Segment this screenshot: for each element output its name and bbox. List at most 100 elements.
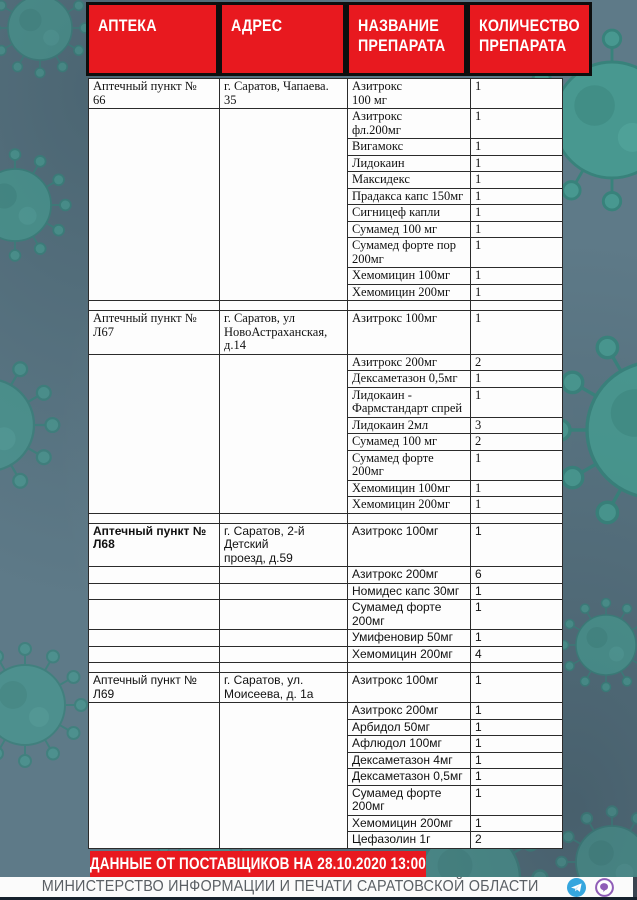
pharmacy-cell-empty xyxy=(88,702,220,849)
pharmacy-cell-empty xyxy=(88,645,220,663)
pharmacy-cell: Аптечный пункт № 66 xyxy=(88,78,220,109)
drug-qty-cell: 1 xyxy=(470,768,563,786)
drug-name-cell: Максидекс xyxy=(347,171,471,189)
drug-row: Аптечный пункт № Л68 г. Саратов, 2-й Детс… xyxy=(88,522,563,567)
drug-name-cell: Дексаметазон 0,5мг xyxy=(347,370,471,388)
drug-name-cell: Хемомицин 100мг xyxy=(347,267,471,285)
drug-name-cell: Арбидол 50мг xyxy=(347,718,471,736)
drug-name-cell: Дексаметазон 0,5мг xyxy=(347,768,471,786)
data-banner-text: ДАННЫЕ ОТ ПОСТАВЩИКОВ НА 28.10.2020 13:0… xyxy=(89,854,427,873)
drug-name-cell: Дексаметазон 4мг xyxy=(347,751,471,769)
pharmacy-cell-empty xyxy=(88,108,220,301)
drug-qty-cell: 2 xyxy=(470,353,563,371)
drug-row: Сумамед форте 200мг 1 xyxy=(89,449,563,481)
drug-name-cell: Хемомицин 200мг xyxy=(347,814,471,832)
drug-qty-cell: 1 xyxy=(470,814,563,832)
drug-qty-cell: 2 xyxy=(470,433,563,451)
drug-qty-cell: 1 xyxy=(470,522,563,567)
drug-name-cell: Цефазолин 1г xyxy=(347,831,471,849)
drug-row: Хемомицин 200мг 4 xyxy=(88,645,563,663)
section-separator-row xyxy=(88,662,563,673)
drug-qty-cell: 6 xyxy=(470,566,563,584)
separator-cell xyxy=(219,512,348,524)
header-cell-quantity: КОЛИЧЕСТВО ПРЕПАРАТА xyxy=(467,2,592,76)
separator-cell xyxy=(88,300,220,311)
separator-cell xyxy=(88,662,220,673)
separator-cell xyxy=(470,300,563,311)
separator-cell xyxy=(219,300,348,311)
drug-qty-cell: 1 xyxy=(470,138,563,156)
ministry-bar: МИНИСТЕРСТВО ИНФОРМАЦИИ И ПЕЧАТИ САРАТОВ… xyxy=(0,877,637,897)
section-separator-row xyxy=(88,512,563,524)
drug-name-cell: Азитрокс 100мг xyxy=(347,310,471,355)
address-cell: г. Саратов, 2-й Детский проезд, д.59 xyxy=(219,522,348,567)
drug-qty-cell: 1 xyxy=(470,237,563,268)
drug-qty-cell: 1 xyxy=(470,599,563,630)
drug-row: Хемомицин 200мг 1 xyxy=(89,496,563,514)
header-cell-pharmacy: АПТЕКА xyxy=(86,2,219,76)
drug-name-cell: Лидокаин 2мл xyxy=(347,416,471,434)
separator-cell xyxy=(347,300,471,311)
drug-name-cell: Хемомицин 100мг xyxy=(347,479,471,497)
section-separator-row xyxy=(88,300,563,311)
address-cell-empty xyxy=(219,702,348,849)
drug-name-cell: Азитрокс 100мг xyxy=(347,672,471,703)
drug-row: Аптечный пункт № Л67 г. Саратов, ул НовоА… xyxy=(88,310,563,355)
pharmacy-cell: Аптечный пункт № Л68 xyxy=(88,522,220,567)
separator-cell xyxy=(347,512,471,524)
separator-cell xyxy=(88,512,220,524)
drug-qty-cell: 1 xyxy=(470,187,563,205)
drug-name-cell: Хемомицин 200мг xyxy=(347,645,471,663)
drug-name-cell: Сумамед форте 200мг xyxy=(347,599,471,630)
drug-row: Прадакса капс 150мг 1 xyxy=(89,187,563,205)
drug-name-cell: Сигницеф капли xyxy=(347,204,471,222)
drug-qty-cell: 1 xyxy=(470,582,563,600)
drug-table: Аптечный пункт № 66 г. Саратов, Чапаева. … xyxy=(88,78,563,849)
telegram-icon[interactable] xyxy=(566,877,586,897)
viber-icon[interactable] xyxy=(594,877,614,897)
drug-row: Номидес капс 30мг 1 xyxy=(88,582,563,600)
header-label: АПТЕКА xyxy=(98,16,157,35)
drug-name-cell: Азитрокс 100мг xyxy=(347,522,471,567)
drug-row: Умифеновир 50мг 1 xyxy=(88,629,563,647)
drug-row: Сумамед форте 200мг 1 xyxy=(88,599,563,630)
drug-qty-cell: 4 xyxy=(470,645,563,663)
address-cell-empty xyxy=(219,599,348,630)
drug-qty-cell: 1 xyxy=(470,479,563,497)
pharmacy-cell: Аптечный пункт № Л67 xyxy=(88,310,220,355)
drug-row: Сумамед форте 200мг 1 xyxy=(89,784,563,816)
header-label: НАЗВАНИЕ ПРЕПАРАТА xyxy=(358,16,446,55)
drug-name-cell: Сумамед форте 200мг xyxy=(347,784,471,816)
address-cell-empty xyxy=(219,629,348,647)
drug-row: Азитрокс 200мг 6 xyxy=(88,566,563,584)
drug-row: Сумамед форте пор 200мг 1 xyxy=(89,237,563,268)
drug-qty-cell: 1 xyxy=(470,751,563,769)
address-cell: г. Саратов, ул. Моисеева, д. 1а xyxy=(219,672,348,703)
drug-name-cell: Азитрокс 200мг xyxy=(347,353,471,371)
drug-name-cell: Хемомицин 200мг xyxy=(347,496,471,514)
drug-row: Азитрокс фл.200мг 1 xyxy=(88,108,563,301)
drug-qty-cell: 1 xyxy=(470,702,563,720)
pharmacy-cell-empty xyxy=(88,566,220,584)
separator-cell xyxy=(470,662,563,673)
drug-row: Хемомицин 100мг 1 xyxy=(89,479,563,497)
drug-qty-cell: 1 xyxy=(470,735,563,753)
drug-name-cell: Азитрокс 200мг xyxy=(347,566,471,584)
drug-row: Арбидол 50мг 1 xyxy=(89,718,563,736)
drug-qty-cell: 1 xyxy=(470,496,563,514)
drug-name-cell: Азитрокс фл.200мг xyxy=(347,108,471,139)
drug-name-cell: Лидокаин xyxy=(347,154,471,172)
drug-qty-cell: 1 xyxy=(470,784,563,816)
drug-name-cell: Азитрокс 200мг xyxy=(347,702,471,720)
drug-qty-cell: 1 xyxy=(470,220,563,238)
drug-name-cell: Умифеновир 50мг xyxy=(347,629,471,647)
address-cell-empty xyxy=(219,108,348,301)
drug-name-cell: Вигамокс xyxy=(347,138,471,156)
header-cell-drug-name: НАЗВАНИЕ ПРЕПАРАТА xyxy=(346,2,467,76)
drug-qty-cell: 1 xyxy=(470,718,563,736)
ministry-text: МИНИСТЕРСТВО ИНФОРМАЦИИ И ПЕЧАТИ САРАТОВ… xyxy=(42,878,539,895)
drug-name-cell: Прадакса капс 150мг xyxy=(347,187,471,205)
drug-name-cell: Афлюдол 100мг xyxy=(347,735,471,753)
drug-name-cell: Азитрокс 100 мг xyxy=(347,78,471,109)
drug-name-cell: Сумамед 100 мг xyxy=(347,220,471,238)
